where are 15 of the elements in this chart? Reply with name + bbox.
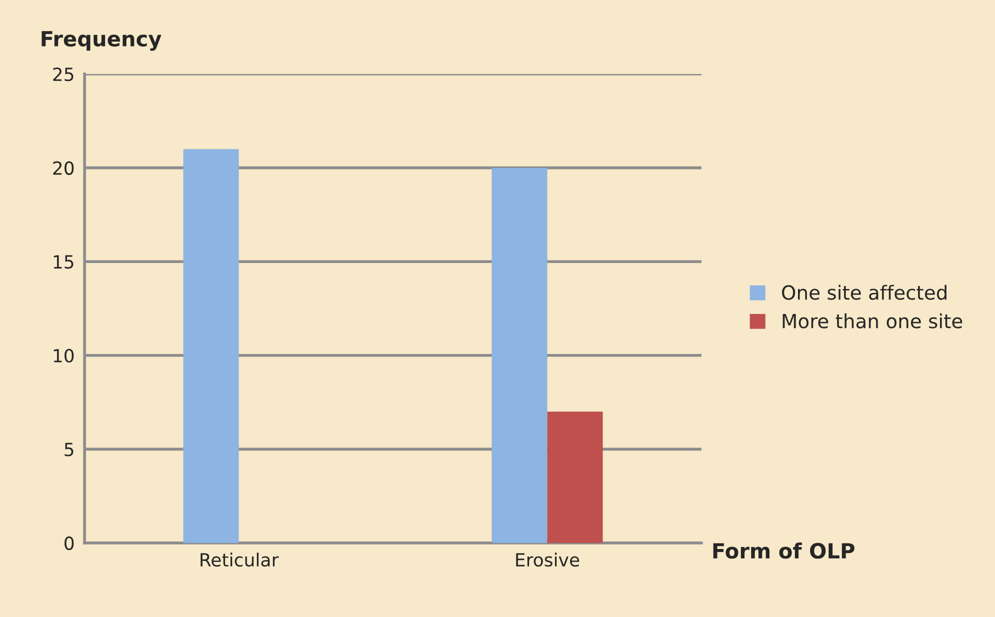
y-tick-label: 25 [53,68,74,82]
bar [183,149,239,543]
y-tick-label: 5 [64,442,74,456]
y-tick-label: 20 [53,161,74,175]
y-tick-label: 15 [54,255,74,269]
legend-label: One site affected [782,284,946,300]
x-tick-label: Erosive [516,552,580,567]
y-tick-label: 10 [54,348,74,363]
x-axis-title: Form of OLP [713,542,854,559]
y-tick-label: 0 [64,536,74,550]
bar [547,412,603,543]
legend-label: More than one site [782,313,962,328]
y-axis-title: Frequency [42,31,162,51]
x-tick-label: Reticular [200,552,279,567]
bar [492,168,548,543]
